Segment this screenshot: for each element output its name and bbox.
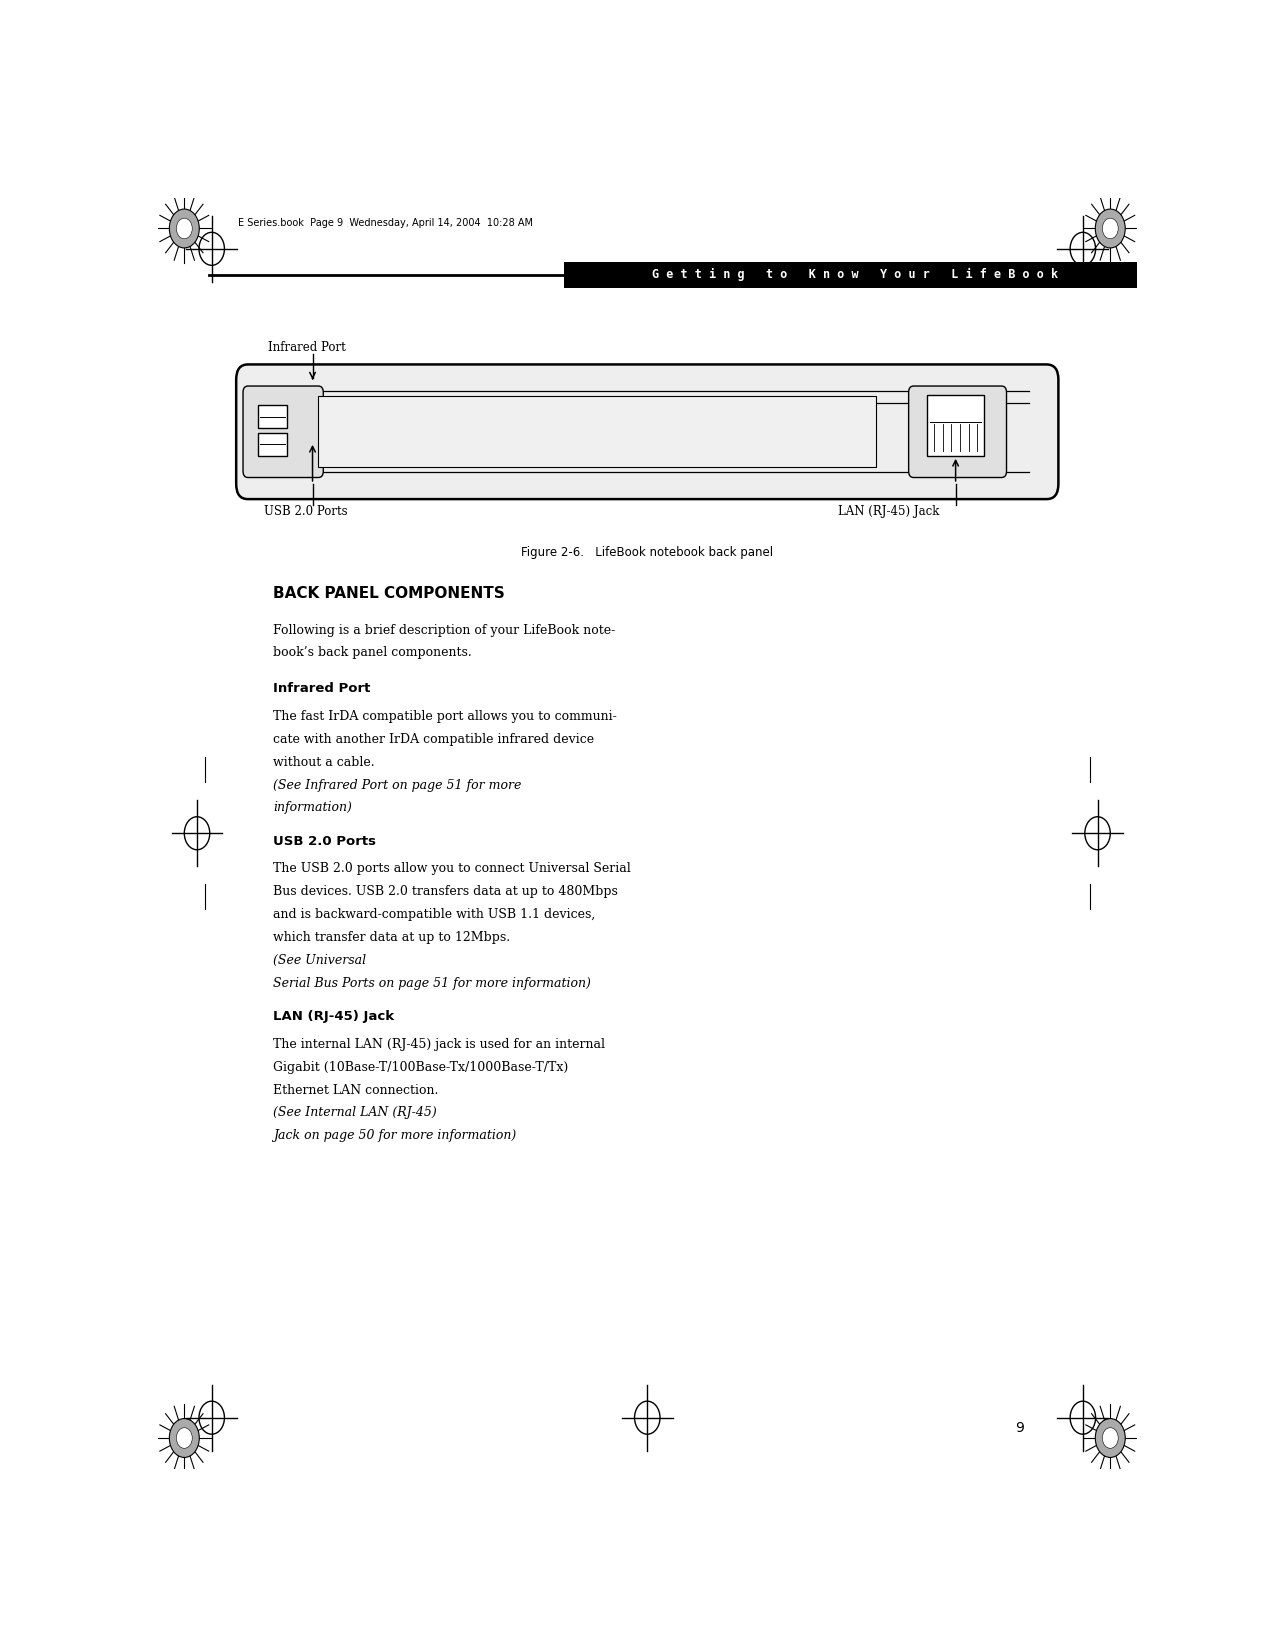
Text: USB 2.0 Ports: USB 2.0 Ports	[264, 505, 347, 518]
Text: LAN (RJ-45) Jack: LAN (RJ-45) Jack	[273, 1010, 394, 1023]
Text: and is backward-compatible with USB 1.1 devices,: and is backward-compatible with USB 1.1 …	[273, 908, 596, 921]
Circle shape	[177, 218, 192, 239]
FancyBboxPatch shape	[242, 386, 323, 477]
Bar	[318, 396, 877, 467]
Circle shape	[1103, 218, 1118, 239]
FancyBboxPatch shape	[236, 365, 1058, 498]
Text: (See Universal: (See Universal	[273, 954, 366, 967]
Text: Infrared Port: Infrared Port	[273, 681, 371, 695]
Bar	[258, 406, 287, 427]
Text: E Series.book  Page 9  Wednesday, April 14, 2004  10:28 AM: E Series.book Page 9 Wednesday, April 14…	[239, 218, 533, 228]
Text: Jack on page 50 for more information): Jack on page 50 for more information)	[273, 1129, 517, 1142]
Text: Serial Bus Ports on page 51 for more information): Serial Bus Ports on page 51 for more inf…	[273, 977, 591, 990]
Text: Figure 2-6.   LifeBook notebook back panel: Figure 2-6. LifeBook notebook back panel	[522, 546, 773, 559]
Text: BACK PANEL COMPONENTS: BACK PANEL COMPONENTS	[273, 586, 505, 601]
Text: LAN (RJ-45) Jack: LAN (RJ-45) Jack	[839, 505, 940, 518]
Text: information): information)	[273, 802, 352, 815]
Text: Following is a brief description of your LifeBook note-: Following is a brief description of your…	[273, 624, 615, 637]
Bar	[565, 262, 1137, 289]
Text: Infrared Port: Infrared Port	[269, 342, 346, 355]
Text: USB 2.0 Ports: USB 2.0 Ports	[273, 835, 376, 848]
Text: (See Internal LAN (RJ-45): (See Internal LAN (RJ-45)	[273, 1107, 437, 1119]
Text: The internal LAN (RJ-45) jack is used for an internal: The internal LAN (RJ-45) jack is used fo…	[273, 1038, 605, 1051]
Circle shape	[177, 1427, 192, 1449]
Text: (See Infrared Port on page 51 for more: (See Infrared Port on page 51 for more	[273, 779, 522, 792]
Circle shape	[169, 1419, 200, 1457]
Text: Gigabit (10Base-T/100Base-Tx/1000Base-T/Tx): Gigabit (10Base-T/100Base-Tx/1000Base-T/…	[273, 1061, 568, 1074]
Bar	[927, 394, 984, 455]
Text: book’s back panel components.: book’s back panel components.	[273, 647, 472, 660]
Text: Ethernet LAN connection.: Ethernet LAN connection.	[273, 1084, 443, 1097]
Circle shape	[169, 210, 200, 248]
Text: 9: 9	[1014, 1421, 1024, 1436]
Text: cate with another IrDA compatible infrared device: cate with another IrDA compatible infrar…	[273, 733, 595, 746]
Circle shape	[1095, 210, 1125, 248]
Circle shape	[1103, 1427, 1118, 1449]
Text: The USB 2.0 ports allow you to connect Universal Serial: The USB 2.0 ports allow you to connect U…	[273, 863, 632, 876]
Text: G e t t i n g   t o   K n o w   Y o u r   L i f e B o o k: G e t t i n g t o K n o w Y o u r L i f …	[652, 269, 1058, 282]
Text: which transfer data at up to 12Mbps.: which transfer data at up to 12Mbps.	[273, 931, 514, 944]
Text: Bus devices. USB 2.0 transfers data at up to 480Mbps: Bus devices. USB 2.0 transfers data at u…	[273, 886, 619, 898]
Text: The fast IrDA compatible port allows you to communi-: The fast IrDA compatible port allows you…	[273, 710, 618, 723]
Circle shape	[1095, 1419, 1125, 1457]
FancyBboxPatch shape	[908, 386, 1007, 477]
Text: without a cable.: without a cable.	[273, 756, 379, 769]
Bar	[258, 432, 287, 455]
